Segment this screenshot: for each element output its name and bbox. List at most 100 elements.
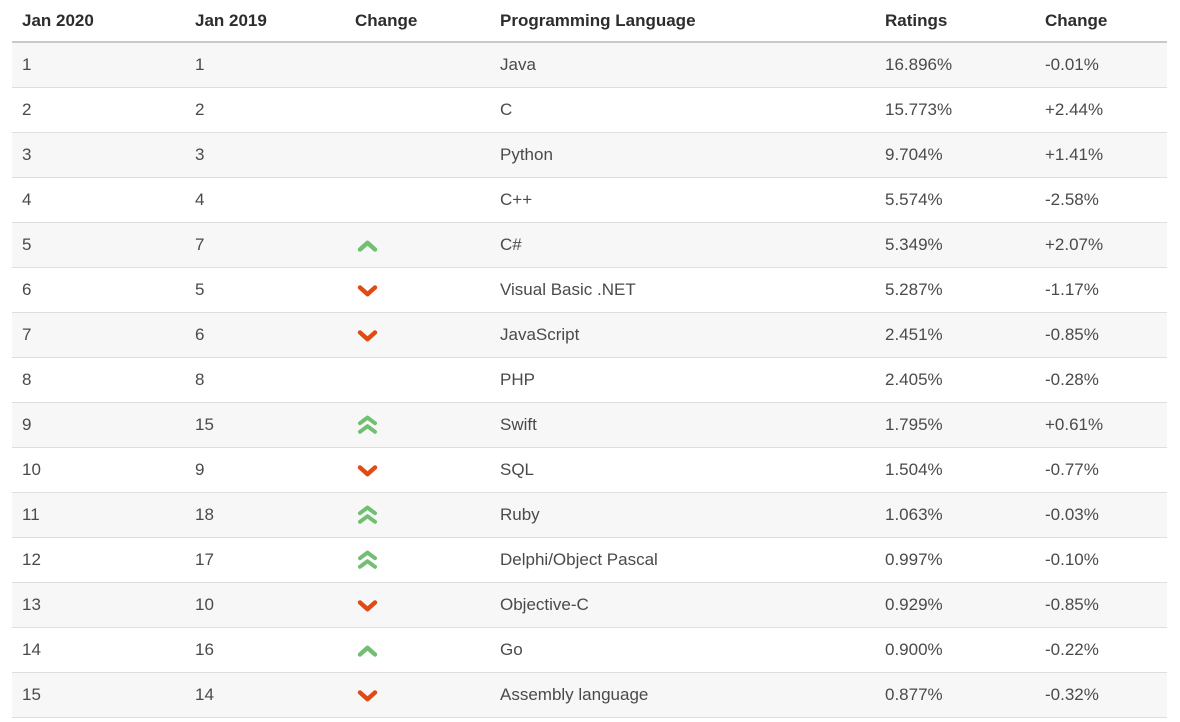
- language-cell: C#: [490, 222, 875, 268]
- rank-2020-cell: 1: [12, 42, 185, 88]
- change-icon-cell: [345, 42, 490, 88]
- change-pct-cell: -0.10%: [1035, 537, 1167, 583]
- table-row: 3 3 Python 9.704% +1.41%: [12, 132, 1167, 178]
- change-icon-cell: [345, 537, 490, 583]
- language-cell: PHP: [490, 357, 875, 403]
- change-icon-cell: [345, 627, 490, 673]
- table-row: 1 1 Java 16.896% -0.01%: [12, 42, 1167, 88]
- rating-cell: 0.997%: [875, 537, 1035, 583]
- rating-cell: 0.900%: [875, 627, 1035, 673]
- rank-2019-cell: 5: [185, 267, 345, 313]
- change-icon-cell: [345, 582, 490, 628]
- rank-2019-cell: 1: [185, 42, 345, 88]
- ranking-table-container: Jan 2020 Jan 2019 Change Programming Lan…: [12, 0, 1167, 718]
- language-cell: C: [490, 87, 875, 133]
- rank-2020-cell: 15: [12, 672, 185, 718]
- language-cell: JavaScript: [490, 312, 875, 358]
- change-icon-cell: [345, 447, 490, 493]
- rank-2019-cell: 14: [185, 672, 345, 718]
- double-chevron-up-icon: [357, 550, 378, 570]
- chevron-down-icon: [357, 464, 378, 478]
- change-pct-cell: +2.44%: [1035, 87, 1167, 133]
- change-icon-cell: [345, 402, 490, 448]
- rank-2019-cell: 2: [185, 87, 345, 133]
- rating-cell: 5.574%: [875, 177, 1035, 223]
- language-cell: Swift: [490, 402, 875, 448]
- rating-cell: 0.929%: [875, 582, 1035, 628]
- language-cell: Assembly language: [490, 672, 875, 718]
- change-pct-cell: -0.03%: [1035, 492, 1167, 538]
- change-icon-cell: [345, 267, 490, 313]
- chevron-down-icon: [357, 284, 378, 298]
- rating-cell: 16.896%: [875, 42, 1035, 88]
- change-pct-cell: -0.85%: [1035, 312, 1167, 358]
- table-row: 15 14 Assembly language 0.877% -0.32%: [12, 672, 1167, 718]
- column-header-change-dir: Change: [345, 0, 490, 43]
- column-header-language: Programming Language: [490, 0, 875, 43]
- rank-2019-cell: 7: [185, 222, 345, 268]
- change-icon-cell: [345, 672, 490, 718]
- column-header-jan-2019: Jan 2019: [185, 0, 345, 43]
- rating-cell: 9.704%: [875, 132, 1035, 178]
- rank-2020-cell: 4: [12, 177, 185, 223]
- language-cell: Java: [490, 42, 875, 88]
- table-row: 9 15 Swift 1.795% +0.61%: [12, 402, 1167, 448]
- rank-2019-cell: 15: [185, 402, 345, 448]
- rating-cell: 2.451%: [875, 312, 1035, 358]
- change-icon-cell: [345, 132, 490, 178]
- change-pct-cell: -0.85%: [1035, 582, 1167, 628]
- rank-2020-cell: 2: [12, 87, 185, 133]
- change-pct-cell: +2.07%: [1035, 222, 1167, 268]
- double-chevron-up-icon: [357, 415, 378, 435]
- chevron-up-icon: [357, 644, 378, 658]
- table-row: 7 6 JavaScript 2.451% -0.85%: [12, 312, 1167, 358]
- rank-2020-cell: 5: [12, 222, 185, 268]
- change-pct-cell: -0.22%: [1035, 627, 1167, 673]
- rank-2020-cell: 7: [12, 312, 185, 358]
- change-pct-cell: -0.32%: [1035, 672, 1167, 718]
- rating-cell: 1.063%: [875, 492, 1035, 538]
- language-cell: Objective-C: [490, 582, 875, 628]
- table-row: 6 5 Visual Basic .NET 5.287% -1.17%: [12, 267, 1167, 313]
- language-ranking-table: Jan 2020 Jan 2019 Change Programming Lan…: [12, 0, 1167, 718]
- rank-2020-cell: 8: [12, 357, 185, 403]
- rank-2019-cell: 3: [185, 132, 345, 178]
- table-row: 14 16 Go 0.900% -0.22%: [12, 627, 1167, 673]
- language-cell: SQL: [490, 447, 875, 493]
- rank-2019-cell: 16: [185, 627, 345, 673]
- rank-2019-cell: 10: [185, 582, 345, 628]
- change-pct-cell: -1.17%: [1035, 267, 1167, 313]
- rating-cell: 5.287%: [875, 267, 1035, 313]
- rank-2019-cell: 18: [185, 492, 345, 538]
- change-icon-cell: [345, 87, 490, 133]
- chevron-down-icon: [357, 329, 378, 343]
- table-row: 2 2 C 15.773% +2.44%: [12, 87, 1167, 133]
- language-cell: Go: [490, 627, 875, 673]
- language-cell: Python: [490, 132, 875, 178]
- column-header-ratings: Ratings: [875, 0, 1035, 43]
- change-pct-cell: -0.28%: [1035, 357, 1167, 403]
- chevron-down-icon: [357, 599, 378, 613]
- table-row: 13 10 Objective-C 0.929% -0.85%: [12, 582, 1167, 628]
- rating-cell: 1.504%: [875, 447, 1035, 493]
- chevron-down-icon: [357, 689, 378, 703]
- change-pct-cell: -0.01%: [1035, 42, 1167, 88]
- change-pct-cell: -2.58%: [1035, 177, 1167, 223]
- rank-2020-cell: 14: [12, 627, 185, 673]
- rank-2019-cell: 17: [185, 537, 345, 583]
- rating-cell: 1.795%: [875, 402, 1035, 448]
- change-icon-cell: [345, 177, 490, 223]
- table-row: 11 18 Ruby 1.063% -0.03%: [12, 492, 1167, 538]
- rating-cell: 5.349%: [875, 222, 1035, 268]
- table-row: 8 8 PHP 2.405% -0.28%: [12, 357, 1167, 403]
- table-body: 1 1 Java 16.896% -0.01% 2 2 C 15.773% +2.44% 3 3 Pyt…: [12, 42, 1167, 718]
- change-icon-cell: [345, 312, 490, 358]
- change-pct-cell: -0.77%: [1035, 447, 1167, 493]
- rank-2020-cell: 3: [12, 132, 185, 178]
- rank-2020-cell: 13: [12, 582, 185, 628]
- change-icon-cell: [345, 492, 490, 538]
- column-header-change-pct: Change: [1035, 0, 1167, 43]
- rank-2020-cell: 10: [12, 447, 185, 493]
- rank-2020-cell: 11: [12, 492, 185, 538]
